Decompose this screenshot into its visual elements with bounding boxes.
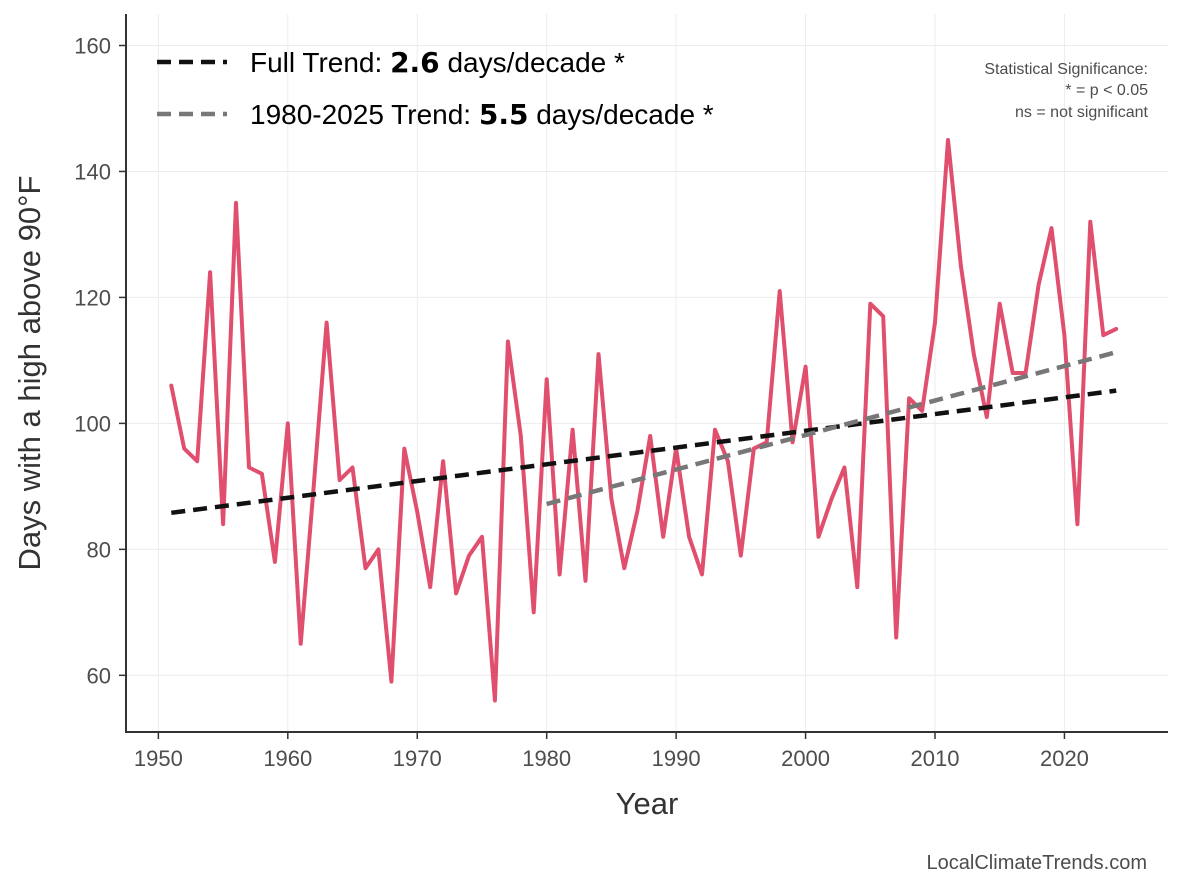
trend-line-1980-2025 xyxy=(546,350,1117,507)
x-tick-label-0: 1950 xyxy=(134,746,183,771)
significance-line-1: * = p < 0.05 xyxy=(1065,82,1148,99)
y-tick-label-3: 120 xyxy=(74,285,111,310)
x-tick-label-3: 1980 xyxy=(522,746,571,771)
y-tick-label-1: 80 xyxy=(87,537,111,562)
y-tick-label-2: 100 xyxy=(74,411,111,436)
trend-line-full xyxy=(171,388,1117,516)
axes: 1950 1960 1970 1980 1990 2000 2010 2020 60 80 100 1… xyxy=(74,14,1168,771)
x-tick-label-2: 1970 xyxy=(393,746,442,771)
x-tick-label-7: 2020 xyxy=(1040,746,1089,771)
significance-note: Statistical Significance: * = p < 0.05 n… xyxy=(984,61,1148,121)
x-tick-label-5: 2000 xyxy=(781,746,830,771)
significance-line-2: ns = not significant xyxy=(1015,104,1149,121)
y-tick-label-5: 160 xyxy=(74,33,111,58)
x-tick-label-4: 1990 xyxy=(652,746,701,771)
y-axis-title: Days with a high above 90°F xyxy=(12,176,47,571)
x-tick-label-6: 2010 xyxy=(911,746,960,771)
x-axis-title: Year xyxy=(616,786,679,821)
y-tick-label-4: 140 xyxy=(74,159,111,184)
legend: Full Trend: 2.6 days/decade * 1980-2025 … xyxy=(157,46,714,131)
site-credit: LocalClimateTrends.com xyxy=(927,852,1147,874)
y-tick-label-0: 60 xyxy=(87,663,111,688)
legend-label-recent-trend: 1980-2025 Trend: 5.5 days/decade * xyxy=(250,98,714,131)
significance-title: Statistical Significance: xyxy=(984,61,1148,78)
x-tick-label-1: 1960 xyxy=(263,746,312,771)
plot-area xyxy=(169,138,1119,703)
legend-label-full-trend: Full Trend: 2.6 days/decade * xyxy=(250,46,625,79)
series-line-days-above-90 xyxy=(169,138,1119,703)
